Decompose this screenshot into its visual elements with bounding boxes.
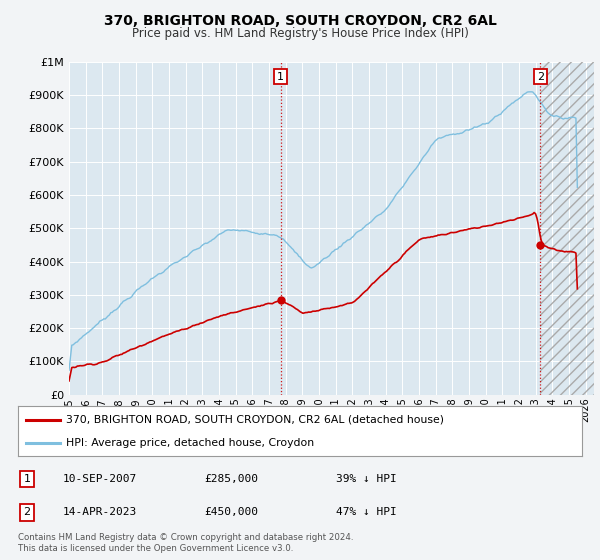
Text: 1: 1 bbox=[23, 474, 31, 484]
Text: £450,000: £450,000 bbox=[204, 507, 258, 517]
Text: 14-APR-2023: 14-APR-2023 bbox=[63, 507, 137, 517]
Text: Price paid vs. HM Land Registry's House Price Index (HPI): Price paid vs. HM Land Registry's House … bbox=[131, 27, 469, 40]
Text: 10-SEP-2007: 10-SEP-2007 bbox=[63, 474, 137, 484]
Text: Contains HM Land Registry data © Crown copyright and database right 2024.
This d: Contains HM Land Registry data © Crown c… bbox=[18, 533, 353, 553]
Text: £285,000: £285,000 bbox=[204, 474, 258, 484]
Bar bbox=[541, 62, 594, 395]
Text: 2: 2 bbox=[537, 72, 544, 82]
Text: 39% ↓ HPI: 39% ↓ HPI bbox=[336, 474, 397, 484]
Text: HPI: Average price, detached house, Croydon: HPI: Average price, detached house, Croy… bbox=[66, 438, 314, 448]
Text: 370, BRIGHTON ROAD, SOUTH CROYDON, CR2 6AL: 370, BRIGHTON ROAD, SOUTH CROYDON, CR2 6… bbox=[104, 14, 496, 28]
Text: 1: 1 bbox=[277, 72, 284, 82]
Text: 370, BRIGHTON ROAD, SOUTH CROYDON, CR2 6AL (detached house): 370, BRIGHTON ROAD, SOUTH CROYDON, CR2 6… bbox=[66, 414, 444, 424]
Text: 2: 2 bbox=[23, 507, 31, 517]
Text: 47% ↓ HPI: 47% ↓ HPI bbox=[336, 507, 397, 517]
